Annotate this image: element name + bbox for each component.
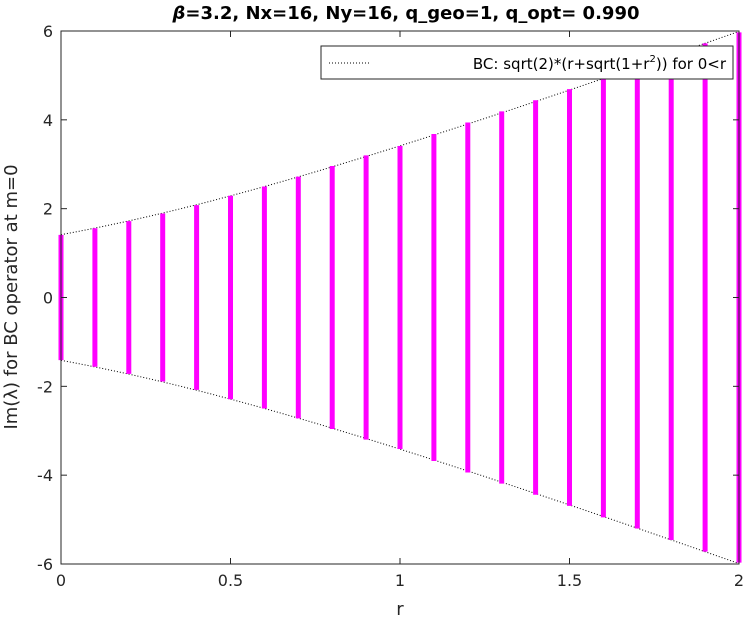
- y-axis-label: Im(λ) for BC operator at m=0: [1, 164, 22, 429]
- lower-bound-curve: [60, 359, 740, 565]
- y-tick-label: -4: [37, 466, 53, 485]
- y-tick-label: -2: [37, 377, 53, 396]
- y-tick-label: 2: [43, 200, 53, 219]
- chart-title: β=3.2, Nx=16, Ny=16, q_geo=1, q_opt= 0.9…: [172, 3, 640, 24]
- y-axis-ticks: -6 -4 -2 0 2 4 6: [37, 22, 739, 574]
- y-tick-label: 0: [43, 289, 53, 308]
- legend: BC: sqrt(2)*(r+sqrt(1+r2)) for 0<r: [320, 45, 734, 80]
- x-tick-label: 0.5: [218, 571, 243, 590]
- legend-box: [320, 45, 734, 80]
- legend-entry-label: BC: sqrt(2)*(r+sqrt(1+r2)) for 0<r: [473, 54, 727, 73]
- x-tick-label: 0: [56, 571, 66, 590]
- eigenvalue-bars: [58, 32, 742, 563]
- y-tick-label: 4: [43, 111, 53, 130]
- y-tick-label: 6: [43, 22, 53, 41]
- x-axis-label: r: [396, 599, 404, 620]
- y-tick-label: -6: [37, 555, 53, 574]
- x-axis-ticks: 0 0.5 1 1.5 2: [56, 31, 744, 590]
- x-tick-label: 1.5: [557, 571, 582, 590]
- x-tick-label: 1: [395, 571, 405, 590]
- x-tick-label: 2: [734, 571, 744, 590]
